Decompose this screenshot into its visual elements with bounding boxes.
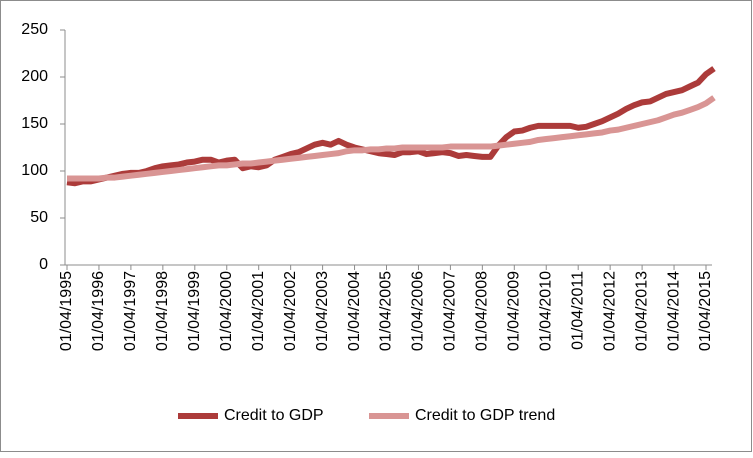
x-tick-label: 01/04/2002 — [282, 271, 299, 351]
x-tick-label: 01/04/2012 — [601, 271, 618, 351]
x-tick-label: 01/04/1995 — [58, 271, 75, 351]
x-tick-label: 01/04/2003 — [314, 271, 331, 351]
x-tick-label: 01/04/1999 — [186, 271, 203, 351]
x-tick-label: 01/04/2006 — [410, 271, 427, 351]
legend-label: Credit to GDP trend — [415, 407, 555, 424]
x-tick-label: 01/04/2000 — [218, 271, 235, 351]
x-tick-label: 01/04/2015 — [697, 271, 714, 351]
series-line — [67, 95, 716, 182]
y-tick-label: 0 — [39, 256, 48, 273]
x-tick-label: 01/04/2011 — [569, 271, 586, 350]
x-tick-label: 01/04/2004 — [346, 271, 363, 351]
x-tick-label: 01/04/2010 — [537, 271, 554, 351]
x-tick-label: 01/04/2009 — [506, 271, 523, 351]
x-tick-label: 01/04/2005 — [378, 271, 395, 351]
x-tick-label: 01/04/1998 — [154, 271, 171, 351]
y-tick-label: 200 — [21, 68, 48, 85]
x-tick-label: 01/04/2001 — [250, 271, 267, 351]
series-line — [66, 66, 716, 187]
y-tick-label: 100 — [21, 162, 48, 179]
x-tick-label: 01/04/2007 — [442, 271, 459, 351]
x-tick-label: 01/04/2008 — [474, 271, 491, 351]
x-tick-label: 01/04/2014 — [665, 271, 682, 351]
y-tick-label: 50 — [30, 209, 48, 226]
legend-label: Credit to GDP — [224, 407, 324, 424]
x-tick-label: 01/04/1997 — [122, 271, 139, 351]
y-tick-label: 250 — [21, 21, 48, 38]
x-tick-label: 01/04/1996 — [90, 271, 107, 351]
x-tick-label: 01/04/2013 — [633, 271, 650, 351]
y-tick-label: 150 — [21, 115, 48, 132]
